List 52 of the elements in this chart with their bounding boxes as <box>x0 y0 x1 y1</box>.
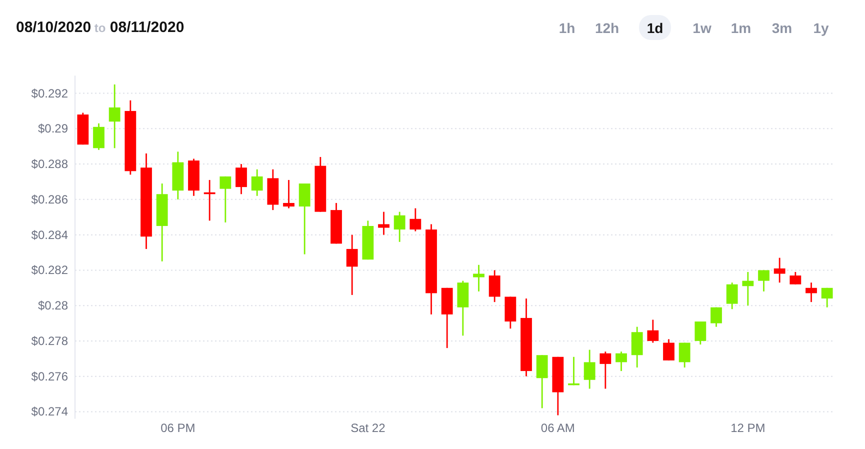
candlestick <box>790 271 802 286</box>
candlestick <box>220 176 232 224</box>
y-tick-label: $0.29 <box>38 122 68 136</box>
y-tick-label: $0.28 <box>38 298 68 313</box>
x-tick-label: 06 PM <box>160 421 196 435</box>
candlestick <box>678 342 690 368</box>
candlestick <box>821 287 833 308</box>
y-tick-label: $0.276 <box>31 369 68 384</box>
candlestick <box>346 234 358 296</box>
y-tick-label: $0.284 <box>31 228 68 242</box>
candlestick <box>616 350 627 372</box>
candlestick <box>742 271 754 306</box>
candlestick <box>473 264 484 292</box>
candlestick <box>298 182 310 255</box>
candlestick <box>758 270 770 292</box>
text: 1w <box>692 20 712 36</box>
candlestick <box>236 163 247 195</box>
y-tick-label: $0.286 <box>31 192 68 206</box>
candlestick <box>694 320 706 346</box>
x-tick-label: 06 AM <box>540 421 575 435</box>
candlestick <box>410 208 422 232</box>
text: 1m <box>730 20 752 36</box>
text: 3m <box>772 20 792 36</box>
y-tick-label: $0.292 <box>31 86 68 100</box>
y-tick-label: $0.278 <box>31 334 68 348</box>
candlestick <box>710 306 722 328</box>
candlestick <box>631 326 643 368</box>
text: 1h <box>558 20 576 36</box>
candlestick <box>378 211 390 236</box>
x-tick-label: 12 PM <box>730 421 766 435</box>
candlestick <box>663 338 674 362</box>
text: 1d <box>646 20 664 36</box>
x-tick-label: Sat 22 <box>350 421 386 435</box>
candlestick <box>600 350 612 390</box>
candlestick <box>108 84 120 149</box>
y-tick-label: $0.282 <box>31 263 68 278</box>
candlestick <box>536 354 548 409</box>
candlestick <box>647 319 659 344</box>
chart-title: 08/10/2020 to 08/11/2020 <box>16 19 184 36</box>
candlestick <box>726 282 738 310</box>
text: 12h <box>594 20 620 36</box>
candlestick <box>251 168 263 197</box>
candlestick <box>283 179 294 209</box>
y-tick-label: $0.288 <box>31 157 68 172</box>
candlestick <box>394 211 406 243</box>
candlestick <box>774 257 786 284</box>
candlestick <box>488 270 500 303</box>
y-tick-label: $0.274 <box>31 404 68 419</box>
text: 1y <box>813 20 829 36</box>
candlestick <box>584 349 596 390</box>
candlestick <box>93 122 104 151</box>
candlestick <box>806 282 817 303</box>
